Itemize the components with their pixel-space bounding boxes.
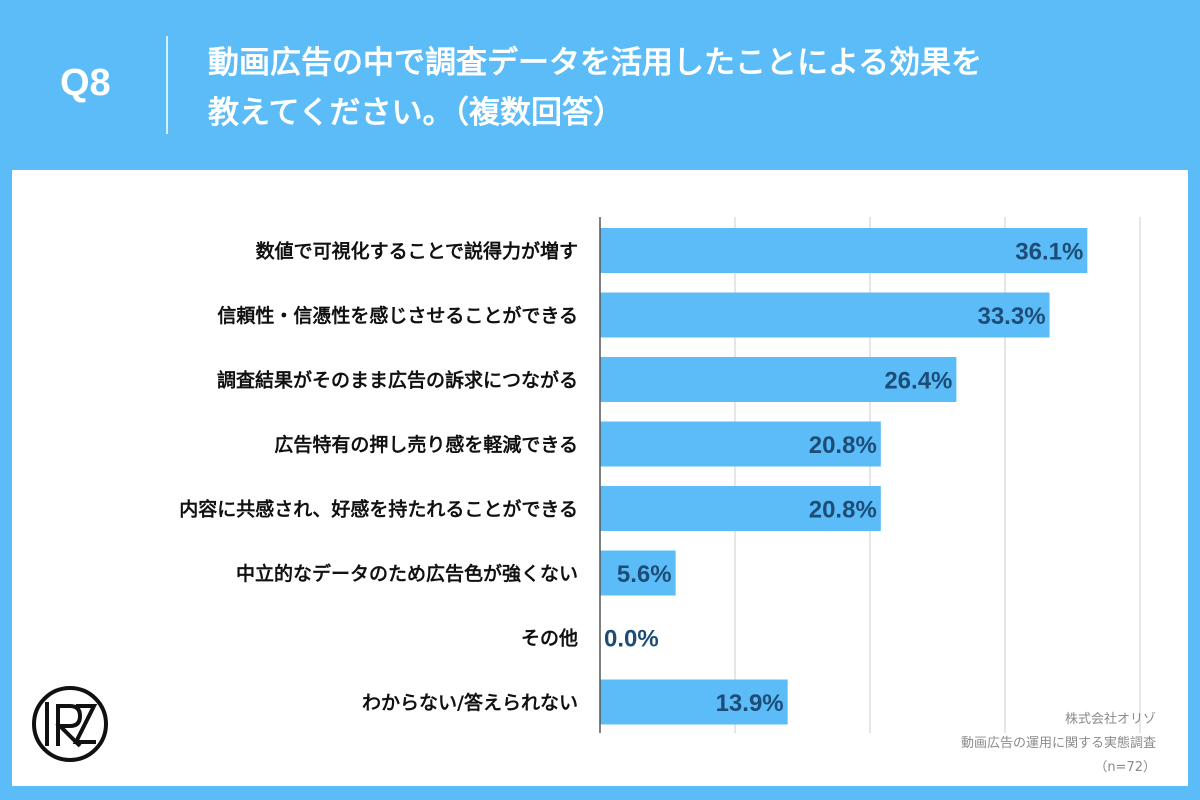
data-label: 13.9% (716, 690, 784, 717)
question-number: Q8 (60, 62, 111, 104)
question-title-line2: 教えてください。（複数回答） (208, 95, 625, 131)
question-title-line1: 動画広告の中で調査データを活用したことによる効果を (208, 45, 983, 81)
data-label: 20.8% (809, 432, 877, 459)
source-company: 株式会社オリゾ (1064, 712, 1156, 727)
bar (600, 679, 788, 725)
category-label: 内容に共感され、好感を持たれることができる (179, 498, 578, 521)
bar (600, 357, 957, 402)
category-label: 数値で可視化することで説得力が増す (256, 240, 578, 263)
question-title: 動画広告の中で調査データを活用したことによる効果を 教えてください。（複数回答） (208, 38, 1168, 138)
source-sample-size: （n=72） (1094, 760, 1156, 775)
data-label: 20.8% (809, 497, 877, 524)
source-note: 株式会社オリゾ 動画広告の運用に関する実態調査 （n=72） (961, 708, 1156, 780)
data-label: 26.4% (884, 368, 952, 395)
category-label: その他 (521, 627, 578, 650)
bar (600, 292, 1050, 338)
header-divider (166, 36, 168, 134)
category-label: 広告特有の押し売り感を軽減できる (274, 433, 578, 456)
category-label: 信頼性・信憑性を感じさせることができる (217, 304, 578, 327)
category-label: 調査結果がそのまま広告の訴求につながる (217, 369, 578, 392)
data-label: 36.1% (1015, 239, 1083, 266)
bar (600, 486, 881, 531)
bar (600, 550, 676, 596)
data-label: 33.3% (977, 303, 1045, 330)
data-label: 0.0% (604, 626, 659, 653)
data-label: 5.6% (617, 561, 672, 588)
bar (600, 421, 881, 467)
bar (600, 228, 1088, 273)
category-label: わからない/答えられない (362, 691, 578, 714)
category-label: 中立的なデータのため広告色が強くない (236, 562, 578, 585)
source-survey: 動画広告の運用に関する実態調査 (960, 736, 1156, 751)
header: Q8 動画広告の中で調査データを活用したことによる効果を 教えてください。（複数… (0, 0, 1200, 168)
company-logo-icon (30, 684, 110, 764)
